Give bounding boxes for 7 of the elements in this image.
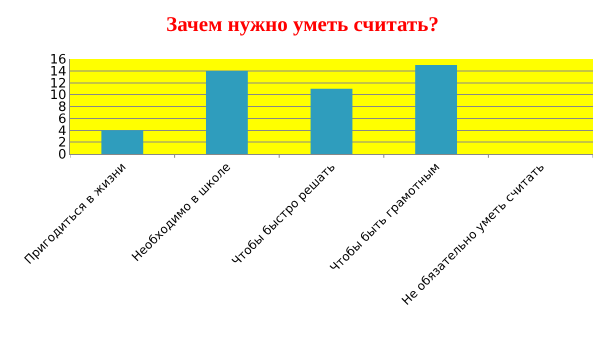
bar [206, 70, 248, 154]
bar [310, 88, 352, 154]
chart-title: Зачем нужно уметь считать? [166, 12, 439, 36]
bar [101, 130, 144, 154]
y-tick-label: 6 [58, 112, 66, 127]
y-tick-label: 0 [58, 148, 66, 163]
bar [415, 64, 458, 154]
